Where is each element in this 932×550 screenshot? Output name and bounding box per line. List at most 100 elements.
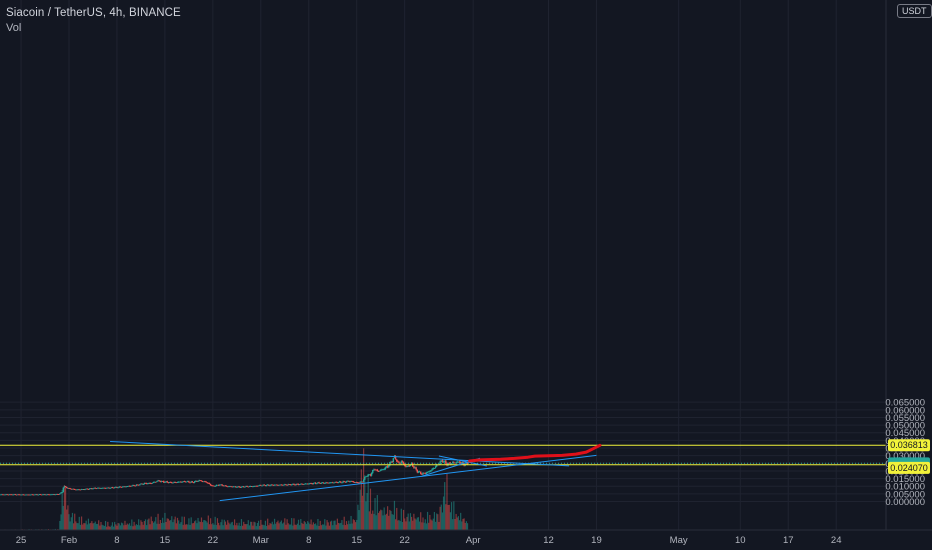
- candle-body: [450, 463, 453, 465]
- candle-body: [373, 469, 375, 471]
- candle-body: [11, 494, 13, 496]
- volume-bar: [142, 524, 144, 530]
- candle-body: [367, 474, 369, 477]
- candle-body: [302, 484, 304, 485]
- candle-body: [356, 482, 358, 484]
- volume-bar: [440, 504, 442, 530]
- volume-bar: [150, 516, 152, 530]
- volume-bar: [82, 524, 84, 530]
- candle-body: [60, 492, 62, 494]
- candle-body: [147, 483, 149, 485]
- candle-body: [112, 487, 115, 489]
- volume-bar: [410, 516, 413, 530]
- candle-body: [398, 461, 400, 463]
- volume-bar: [466, 523, 469, 530]
- volume-bar: [114, 521, 116, 530]
- volume-bar: [99, 525, 101, 530]
- volume-bar: [404, 518, 406, 530]
- candle-body: [420, 471, 422, 474]
- candle-body: [311, 483, 313, 485]
- volume-bar: [344, 525, 346, 530]
- volume-bar: [168, 520, 171, 530]
- candle-body: [180, 481, 182, 483]
- volume-bar: [335, 524, 337, 530]
- volume-bar: [297, 519, 300, 530]
- volume-bar: [63, 485, 66, 530]
- candle-body: [34, 494, 36, 496]
- candle-body: [405, 465, 407, 467]
- volume-bar: [136, 524, 139, 530]
- candle-body: [433, 468, 436, 469]
- candle-body: [305, 483, 308, 485]
- x-tick-label: 22: [399, 535, 410, 546]
- candle-body: [191, 481, 194, 483]
- volume-bar: [366, 493, 368, 530]
- volume-bar: [438, 521, 440, 530]
- candle-body: [91, 488, 93, 490]
- candle-body: [374, 469, 376, 471]
- candle-body: [176, 482, 179, 483]
- volume-bar: [128, 523, 131, 530]
- volume-bar: [436, 513, 438, 530]
- volume-bar: [79, 524, 82, 530]
- candle-body: [225, 485, 228, 487]
- volume-bar: [382, 515, 384, 530]
- candle-body: [4, 494, 6, 496]
- volume-bar: [228, 522, 230, 530]
- time-axis: [0, 530, 932, 550]
- candle-body: [188, 481, 190, 483]
- volume-bar: [319, 520, 321, 530]
- candle-body: [448, 462, 450, 464]
- candle-body: [294, 484, 296, 486]
- candle-body: [26, 494, 28, 496]
- candle-body: [342, 481, 344, 483]
- candle-body: [326, 482, 328, 484]
- volume-bar: [86, 524, 88, 530]
- volume-bar: [263, 525, 265, 530]
- candle-body: [96, 487, 99, 489]
- volume-bar: [257, 520, 260, 530]
- candle-body: [145, 483, 148, 485]
- volume-bar: [413, 513, 415, 530]
- candle-body: [69, 488, 71, 489]
- candle-body: [441, 460, 444, 462]
- volume-bar: [211, 524, 213, 530]
- candle-body: [372, 469, 374, 473]
- candle-body: [284, 484, 286, 486]
- candle-body: [279, 484, 281, 486]
- candle-body: [153, 481, 156, 483]
- volume-bar: [423, 522, 425, 530]
- candle-body: [290, 484, 293, 486]
- candle-body: [434, 466, 437, 469]
- volume-bar: [64, 485, 67, 530]
- volume-bar: [331, 520, 333, 530]
- currency-button[interactable]: USDT: [897, 4, 932, 18]
- volume-bar: [460, 512, 462, 530]
- volume-bar: [349, 523, 351, 530]
- volume-bar: [429, 514, 431, 530]
- volume-bar: [112, 526, 115, 530]
- candle-body: [88, 488, 91, 490]
- candle-body: [78, 489, 80, 491]
- candle-body: [256, 485, 259, 487]
- volume-bar: [458, 520, 461, 530]
- volume-bar: [371, 513, 373, 530]
- candle-body: [52, 494, 54, 496]
- volume-bar: [332, 525, 334, 530]
- volume-bar: [255, 526, 257, 530]
- volume-bar: [208, 524, 211, 530]
- volume-bar: [124, 520, 126, 530]
- candle-body: [392, 458, 395, 463]
- volume-bar: [67, 505, 69, 530]
- candle-body: [98, 487, 100, 489]
- candle-body: [142, 484, 144, 485]
- candle-body: [377, 471, 380, 472]
- volume-bar: [183, 516, 185, 530]
- y-tick-label: 0.065000: [885, 398, 925, 409]
- candle-body: [7, 494, 10, 496]
- candle-body: [161, 480, 164, 482]
- candle-body: [236, 487, 238, 488]
- volume-bar: [292, 525, 294, 530]
- volume-bar: [442, 496, 445, 530]
